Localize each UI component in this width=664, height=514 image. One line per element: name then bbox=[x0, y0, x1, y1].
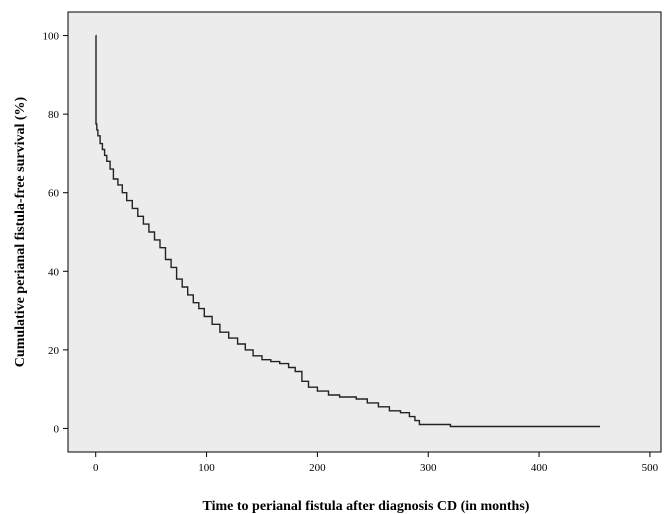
y-tick-label: 20 bbox=[48, 345, 60, 357]
x-tick-label: 500 bbox=[642, 462, 659, 474]
x-axis-ticks: 0 100 200 300 400 500 bbox=[93, 452, 659, 474]
y-tick-label: 80 bbox=[48, 109, 60, 121]
x-tick-label: 100 bbox=[198, 462, 215, 474]
y-tick-label: 0 bbox=[54, 423, 60, 435]
x-tick-label: 200 bbox=[309, 462, 326, 474]
y-axis-ticks: 0 20 40 60 80 100 bbox=[43, 31, 68, 435]
y-tick-label: 100 bbox=[43, 31, 60, 43]
x-tick-label: 400 bbox=[531, 462, 548, 474]
plot-area bbox=[67, 11, 662, 453]
x-axis-title: Time to perianal fistula after diagnosis… bbox=[203, 499, 530, 514]
y-axis-title: Cumulative perianal fistula-free surviva… bbox=[13, 96, 28, 367]
y-tick-label: 40 bbox=[48, 266, 60, 278]
y-tick-label: 60 bbox=[48, 188, 60, 200]
x-tick-label: 0 bbox=[93, 462, 99, 474]
survival-curve bbox=[95, 34, 600, 428]
x-tick-label: 300 bbox=[420, 462, 437, 474]
